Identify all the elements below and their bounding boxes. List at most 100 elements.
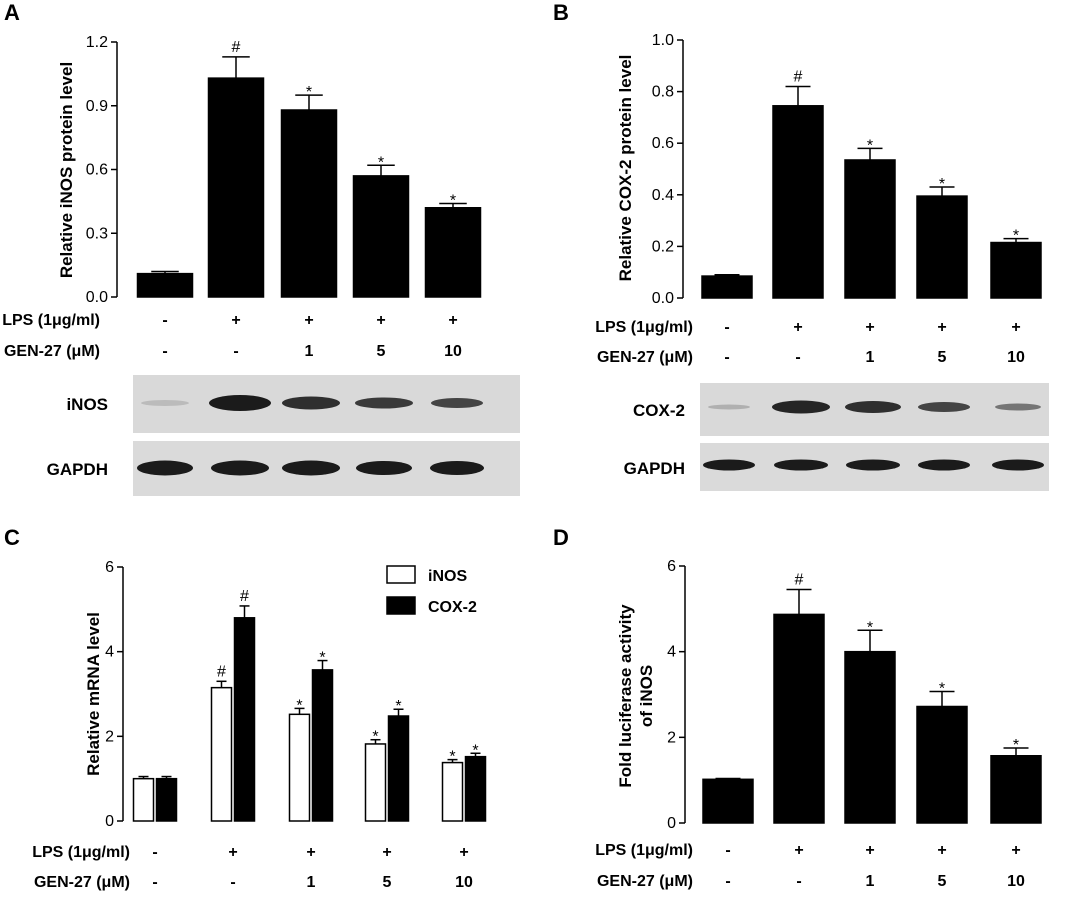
bar-b	[772, 105, 824, 299]
bar-d	[990, 755, 1042, 824]
y-tick-label-c: 4	[105, 644, 114, 661]
band-cox2	[845, 401, 901, 413]
band-gapdh-b	[774, 459, 828, 471]
row-value-a: -	[162, 343, 167, 360]
legend-swatch-inos	[386, 565, 416, 584]
row-value-c: -	[152, 874, 157, 891]
bar-a	[207, 77, 265, 298]
significance-mark-c-inos: *	[372, 729, 378, 746]
significance-mark-a: *	[450, 193, 456, 210]
blot-label-cox2: COX-2	[633, 401, 685, 420]
bar-c-inos	[288, 713, 311, 822]
significance-mark-d: *	[867, 619, 873, 636]
chart-c: 0 2 4 6 Relative mRNA level LPS (1μg/ml) - + + + +…	[32, 559, 487, 891]
row-label-b: LPS (1μg/ml)	[595, 319, 693, 336]
row-value-a: -	[162, 312, 167, 329]
panel-letter-c: C	[4, 525, 20, 550]
row-label-b: GEN-27 (μM)	[597, 349, 693, 366]
band-cox2	[918, 402, 970, 412]
row-value-b: 5	[938, 349, 947, 366]
panel-letter-b: B	[553, 0, 569, 25]
band-gapdh-a	[137, 460, 193, 476]
band-inos	[141, 400, 189, 406]
y-tick-label-d: 4	[667, 644, 676, 661]
significance-mark-d: #	[795, 572, 804, 589]
y-tick-label-a: 0.3	[86, 225, 108, 242]
significance-mark-a: *	[306, 84, 312, 101]
bar-c-cox2	[233, 617, 256, 822]
significance-mark-c-inos: *	[449, 749, 455, 766]
row-value-b: +	[937, 319, 946, 336]
significance-mark-b: #	[794, 68, 803, 85]
bar-d	[916, 705, 968, 824]
band-gapdh-a	[430, 461, 484, 475]
row-value-a: +	[376, 312, 385, 329]
band-gapdh-a	[356, 461, 412, 475]
band-cox2	[772, 400, 830, 414]
significance-mark-c-inos: #	[217, 663, 226, 680]
row-value-d: -	[725, 873, 730, 890]
y-tick-label-a: 0.9	[86, 98, 108, 115]
y-tick-label-b: 0.8	[652, 84, 674, 101]
y-tick-label-c: 6	[105, 559, 114, 576]
bar-b	[916, 195, 968, 299]
row-value-d: +	[1011, 842, 1020, 859]
blot-a: iNOS GAPDH	[47, 375, 520, 496]
row-value-a: 5	[377, 343, 386, 360]
bar-c-inos	[364, 743, 387, 822]
y-axis-label-d: Fold luciferase activity	[616, 604, 635, 788]
chart-a: 0.0 0.3 0.6 0.9 1.2 Relative iNOS protein lev…	[2, 34, 482, 360]
band-inos	[355, 397, 413, 409]
y-axis-label-a: Relative iNOS protein level	[57, 62, 76, 278]
row-value-d: 1	[866, 873, 875, 890]
row-value-d: -	[796, 873, 801, 890]
y-tick-label-d: 2	[667, 729, 676, 746]
row-label-d: LPS (1μg/ml)	[595, 842, 693, 859]
legend-label-cox2: COX-2	[428, 599, 477, 616]
panel-letter-d: D	[553, 525, 569, 550]
bar-a	[352, 175, 410, 298]
significance-mark-d: *	[1013, 737, 1019, 754]
band-cox2	[708, 404, 750, 410]
y-tick-label-b: 0.2	[652, 238, 674, 255]
blot-label-gapdh-a: GAPDH	[47, 460, 108, 479]
bar-c-inos	[441, 761, 464, 822]
panel-letter-a: A	[4, 0, 20, 25]
bar-b	[701, 275, 753, 299]
row-value-b: -	[724, 319, 729, 336]
band-gapdh-b	[992, 459, 1044, 471]
row-value-b: -	[724, 349, 729, 366]
row-value-c: +	[228, 844, 237, 861]
row-value-b: 10	[1007, 349, 1025, 366]
significance-mark-a: *	[378, 154, 384, 171]
row-value-c: 1	[307, 874, 316, 891]
row-value-c: -	[152, 844, 157, 861]
legend-swatch-cox2	[386, 596, 416, 615]
band-cox2	[995, 403, 1041, 411]
row-value-a: 10	[444, 343, 462, 360]
row-value-d: +	[865, 842, 874, 859]
row-value-a: 1	[305, 343, 314, 360]
row-value-c: 10	[455, 874, 473, 891]
y-tick-label-b: 1.0	[652, 32, 674, 49]
row-label-c: GEN-27 (μM)	[34, 874, 130, 891]
bar-d	[702, 778, 754, 824]
row-value-d: 5	[938, 873, 947, 890]
row-value-a: +	[448, 312, 457, 329]
bar-a	[136, 272, 194, 298]
significance-mark-c-inos: *	[296, 697, 302, 714]
row-value-c: +	[382, 844, 391, 861]
y-axis-label-b: Relative COX-2 protein level	[616, 55, 635, 282]
bar-d	[773, 613, 825, 824]
row-value-d: 10	[1007, 873, 1025, 890]
row-value-b: +	[793, 319, 802, 336]
band-gapdh-a	[282, 460, 340, 476]
significance-mark-c-cox2: #	[240, 588, 249, 605]
row-value-d: +	[794, 842, 803, 859]
y-tick-label-d: 0	[667, 815, 676, 832]
row-value-c: +	[459, 844, 468, 861]
y-tick-label-a: 1.2	[86, 34, 108, 51]
row-label-d: GEN-27 (μM)	[597, 873, 693, 890]
bar-c-cox2	[311, 669, 334, 822]
chart-d: 0 2 4 6 Fold luciferase activity of iNOS LPS (…	[595, 558, 1042, 890]
